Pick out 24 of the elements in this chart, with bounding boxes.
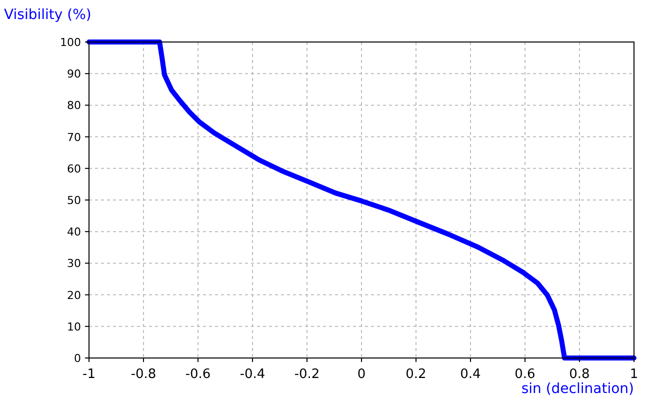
x-tick-label: 0.8	[569, 367, 590, 382]
y-tick-label: 10	[67, 320, 81, 334]
y-tick-label: 90	[67, 68, 81, 81]
y-tick-label: 60	[67, 162, 81, 176]
x-tick-label: 0	[357, 367, 366, 382]
y-tick-label: 20	[67, 288, 81, 302]
y-tick-label: 30	[67, 257, 81, 270]
x-tick-label: -0.6	[185, 367, 211, 382]
y-tick-label: 50	[67, 194, 81, 207]
y-tick-label: 80	[67, 99, 81, 112]
y-tick-label: 70	[67, 130, 81, 144]
x-tick-label: 0.6	[514, 367, 536, 382]
x-tick-label: -0.8	[130, 367, 156, 382]
x-tick-label: -0.2	[294, 367, 320, 382]
y-tick-label: 100	[60, 36, 81, 49]
x-tick-label: 1	[630, 367, 638, 382]
x-tick-label: -0.4	[240, 367, 266, 382]
y-tick-label: 0	[74, 352, 81, 365]
y-axis-title: Visibility (%)	[4, 7, 92, 23]
x-tick-label: 0.4	[460, 367, 481, 382]
x-tick-label: -1	[82, 367, 96, 382]
x-axis-title: sin (declination)	[521, 381, 634, 397]
y-tick-label: 40	[67, 226, 81, 239]
x-tick-label: 0.2	[406, 367, 426, 382]
